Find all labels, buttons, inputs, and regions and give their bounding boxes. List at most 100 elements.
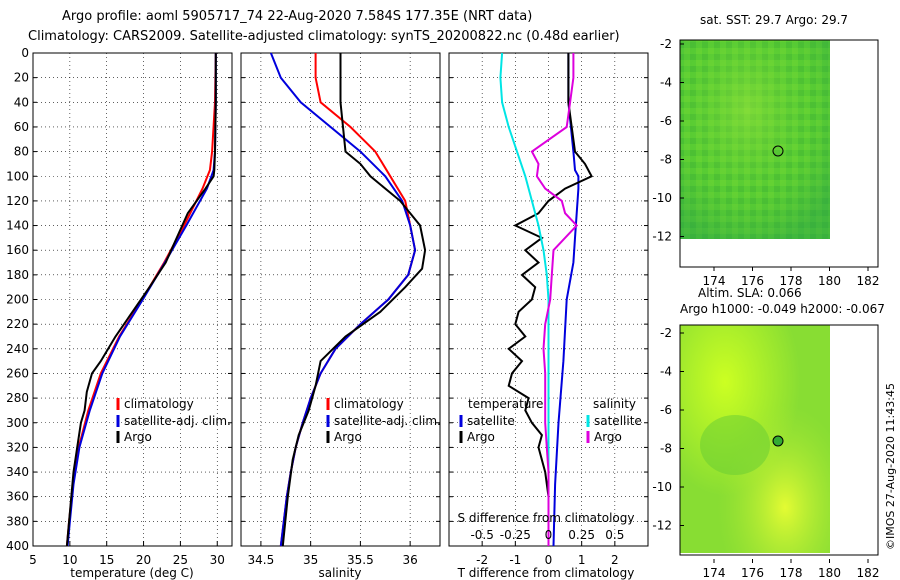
legend-label-climatology: climatology: [334, 397, 404, 411]
series-argo: [281, 53, 427, 547]
map-lon-label: 178: [780, 566, 803, 580]
depth-tick-label: 180: [6, 268, 29, 282]
sla-map: Altim. SLA: 0.066 Argo h1000: -0.049 h20…: [652, 286, 885, 580]
temperature-xlabel: temperature (deg C): [70, 566, 193, 580]
temperature-legend: climatology satellite-adj. clim. Argo: [116, 397, 231, 444]
map-lon-label: 182: [857, 566, 880, 580]
map-lat-label: -2: [660, 37, 672, 51]
depth-tick-label: 200: [6, 293, 29, 307]
legend-label-t-satellite: satellite: [467, 414, 515, 428]
legend-header-salinity: salinity: [593, 397, 636, 411]
map-lat-label: -2: [660, 326, 672, 340]
map-lat-label: -12: [652, 519, 672, 533]
s-diff-tick-label: 0.25: [568, 528, 595, 542]
salinity-axes: [240, 52, 441, 547]
map-lat-label: -10: [652, 480, 672, 494]
sst-map-yticks: -2 -4 -6 -8 -10 -12: [652, 37, 684, 244]
series-salinity-argo: [530, 53, 579, 546]
difference-xlabel: T difference from climatology: [457, 566, 635, 580]
sla-low-patch: [700, 415, 770, 475]
depth-tick-label: 340: [6, 465, 29, 479]
depth-tick-label: 240: [6, 342, 29, 356]
depth-tick-label: 100: [6, 169, 29, 183]
sst-map-frame: [679, 39, 879, 268]
legend-label-t-argo: Argo: [467, 430, 495, 444]
x-tick-label: 2: [611, 553, 619, 567]
legend-label-s-satellite: satellite: [594, 414, 642, 428]
difference-panel: -2 -1 0 1 2 T difference from climatology S …: [448, 52, 649, 580]
depth-tick-label: 20: [14, 71, 29, 85]
depth-tick-label: 60: [14, 120, 29, 134]
map-lon-label: 180: [818, 274, 841, 288]
map-lon-label: 176: [741, 566, 764, 580]
legend-label-satellite: satellite-adj. clim.: [124, 414, 231, 428]
x-tick-label: 0: [545, 553, 553, 567]
sla-map-title-1: Altim. SLA: 0.066: [698, 286, 802, 300]
x-tick-label: 15: [99, 553, 114, 567]
s-diff-tick-label: 0.5: [605, 528, 624, 542]
map-lon-label: 180: [818, 566, 841, 580]
depth-tick-label: 380: [6, 514, 29, 528]
title-line-1: Argo profile: aoml 5905717_74 22-Aug-202…: [62, 9, 532, 24]
s-difference-label: S difference from climatology: [458, 511, 635, 525]
map-lon-label: 174: [703, 274, 726, 288]
depth-tick-label: 80: [14, 145, 29, 159]
legend-label-climatology: climatology: [124, 397, 194, 411]
legend-label-argo: Argo: [334, 430, 362, 444]
depth-tick-label: 140: [6, 219, 29, 233]
map-lat-label: -4: [660, 76, 672, 90]
depth-tick-label: 400: [6, 539, 29, 553]
argo-position-marker: [772, 145, 784, 157]
x-tick-label: 20: [136, 553, 151, 567]
sst-map-xticks: 174 176 178 180 182: [703, 267, 880, 288]
difference-legend: temperature salinity satellite Argo sate…: [459, 397, 642, 444]
sla-map-xticks: 174 176 178 180 182: [703, 559, 880, 580]
sst-field-shading: [680, 40, 830, 239]
salinity-xlabel: salinity: [318, 566, 361, 580]
legend-label-argo: Argo: [124, 430, 152, 444]
depth-tick-label: 120: [6, 194, 29, 208]
map-lon-label: 176: [741, 274, 764, 288]
legend-header-temperature: temperature: [468, 397, 543, 411]
depth-tick-label: 160: [6, 243, 29, 257]
x-tick-label: 34.5: [248, 553, 275, 567]
map-lat-label: -12: [652, 230, 672, 244]
depth-tick-label: 220: [6, 317, 29, 331]
salinity-panel: 34.5 35 35.5 36 salinity climatology satell…: [240, 52, 441, 580]
map-lat-label: -10: [652, 191, 672, 205]
x-tick-label: 5: [29, 553, 37, 567]
x-tick-label: -1: [509, 553, 521, 567]
temperature-axes: [32, 52, 233, 547]
x-tick-label: -2: [476, 553, 488, 567]
sst-map-title: sat. SST: 29.7 Argo: 29.7: [700, 13, 848, 27]
depth-tick-label: 0: [21, 46, 29, 60]
map-lat-label: -8: [660, 442, 672, 456]
series-temperature-argo: [507, 53, 593, 546]
x-tick-label: 10: [62, 553, 77, 567]
depth-axis: 0 20 40 60 80 100 120 140 160 180 200 220 240 260 280 3…: [6, 46, 29, 553]
x-tick-label: 36: [403, 553, 418, 567]
sla-map-frame: [679, 324, 879, 556]
x-tick-label: 35: [303, 553, 318, 567]
x-tick-label: 35.5: [347, 553, 374, 567]
x-tick-label: 30: [210, 553, 225, 567]
temperature-panel: 5 10 15 20 25 30 temperature (deg C) climatol…: [29, 52, 233, 580]
legend-label-satellite: satellite-adj. clim.: [334, 414, 441, 428]
depth-tick-label: 280: [6, 391, 29, 405]
map-lat-label: -8: [660, 153, 672, 167]
depth-tick-label: 320: [6, 440, 29, 454]
map-lon-label: 182: [857, 274, 880, 288]
depth-tick-label: 40: [14, 95, 29, 109]
series-salinity-satellite: [499, 52, 550, 546]
series-argo: [65, 53, 217, 547]
depth-tick-label: 300: [6, 416, 29, 430]
s-diff-tick-label: -0.5: [470, 528, 493, 542]
map-lat-label: -6: [660, 114, 672, 128]
series-climatology: [279, 53, 417, 547]
x-tick-label: 25: [173, 553, 188, 567]
title-line-2: Climatology: CARS2009. Satellite-adjuste…: [28, 29, 620, 44]
map-lon-label: 178: [780, 274, 803, 288]
argo-position-marker: [772, 435, 784, 447]
legend-label-s-argo: Argo: [594, 430, 622, 444]
s-diff-tick-label: -0.25: [500, 528, 531, 542]
